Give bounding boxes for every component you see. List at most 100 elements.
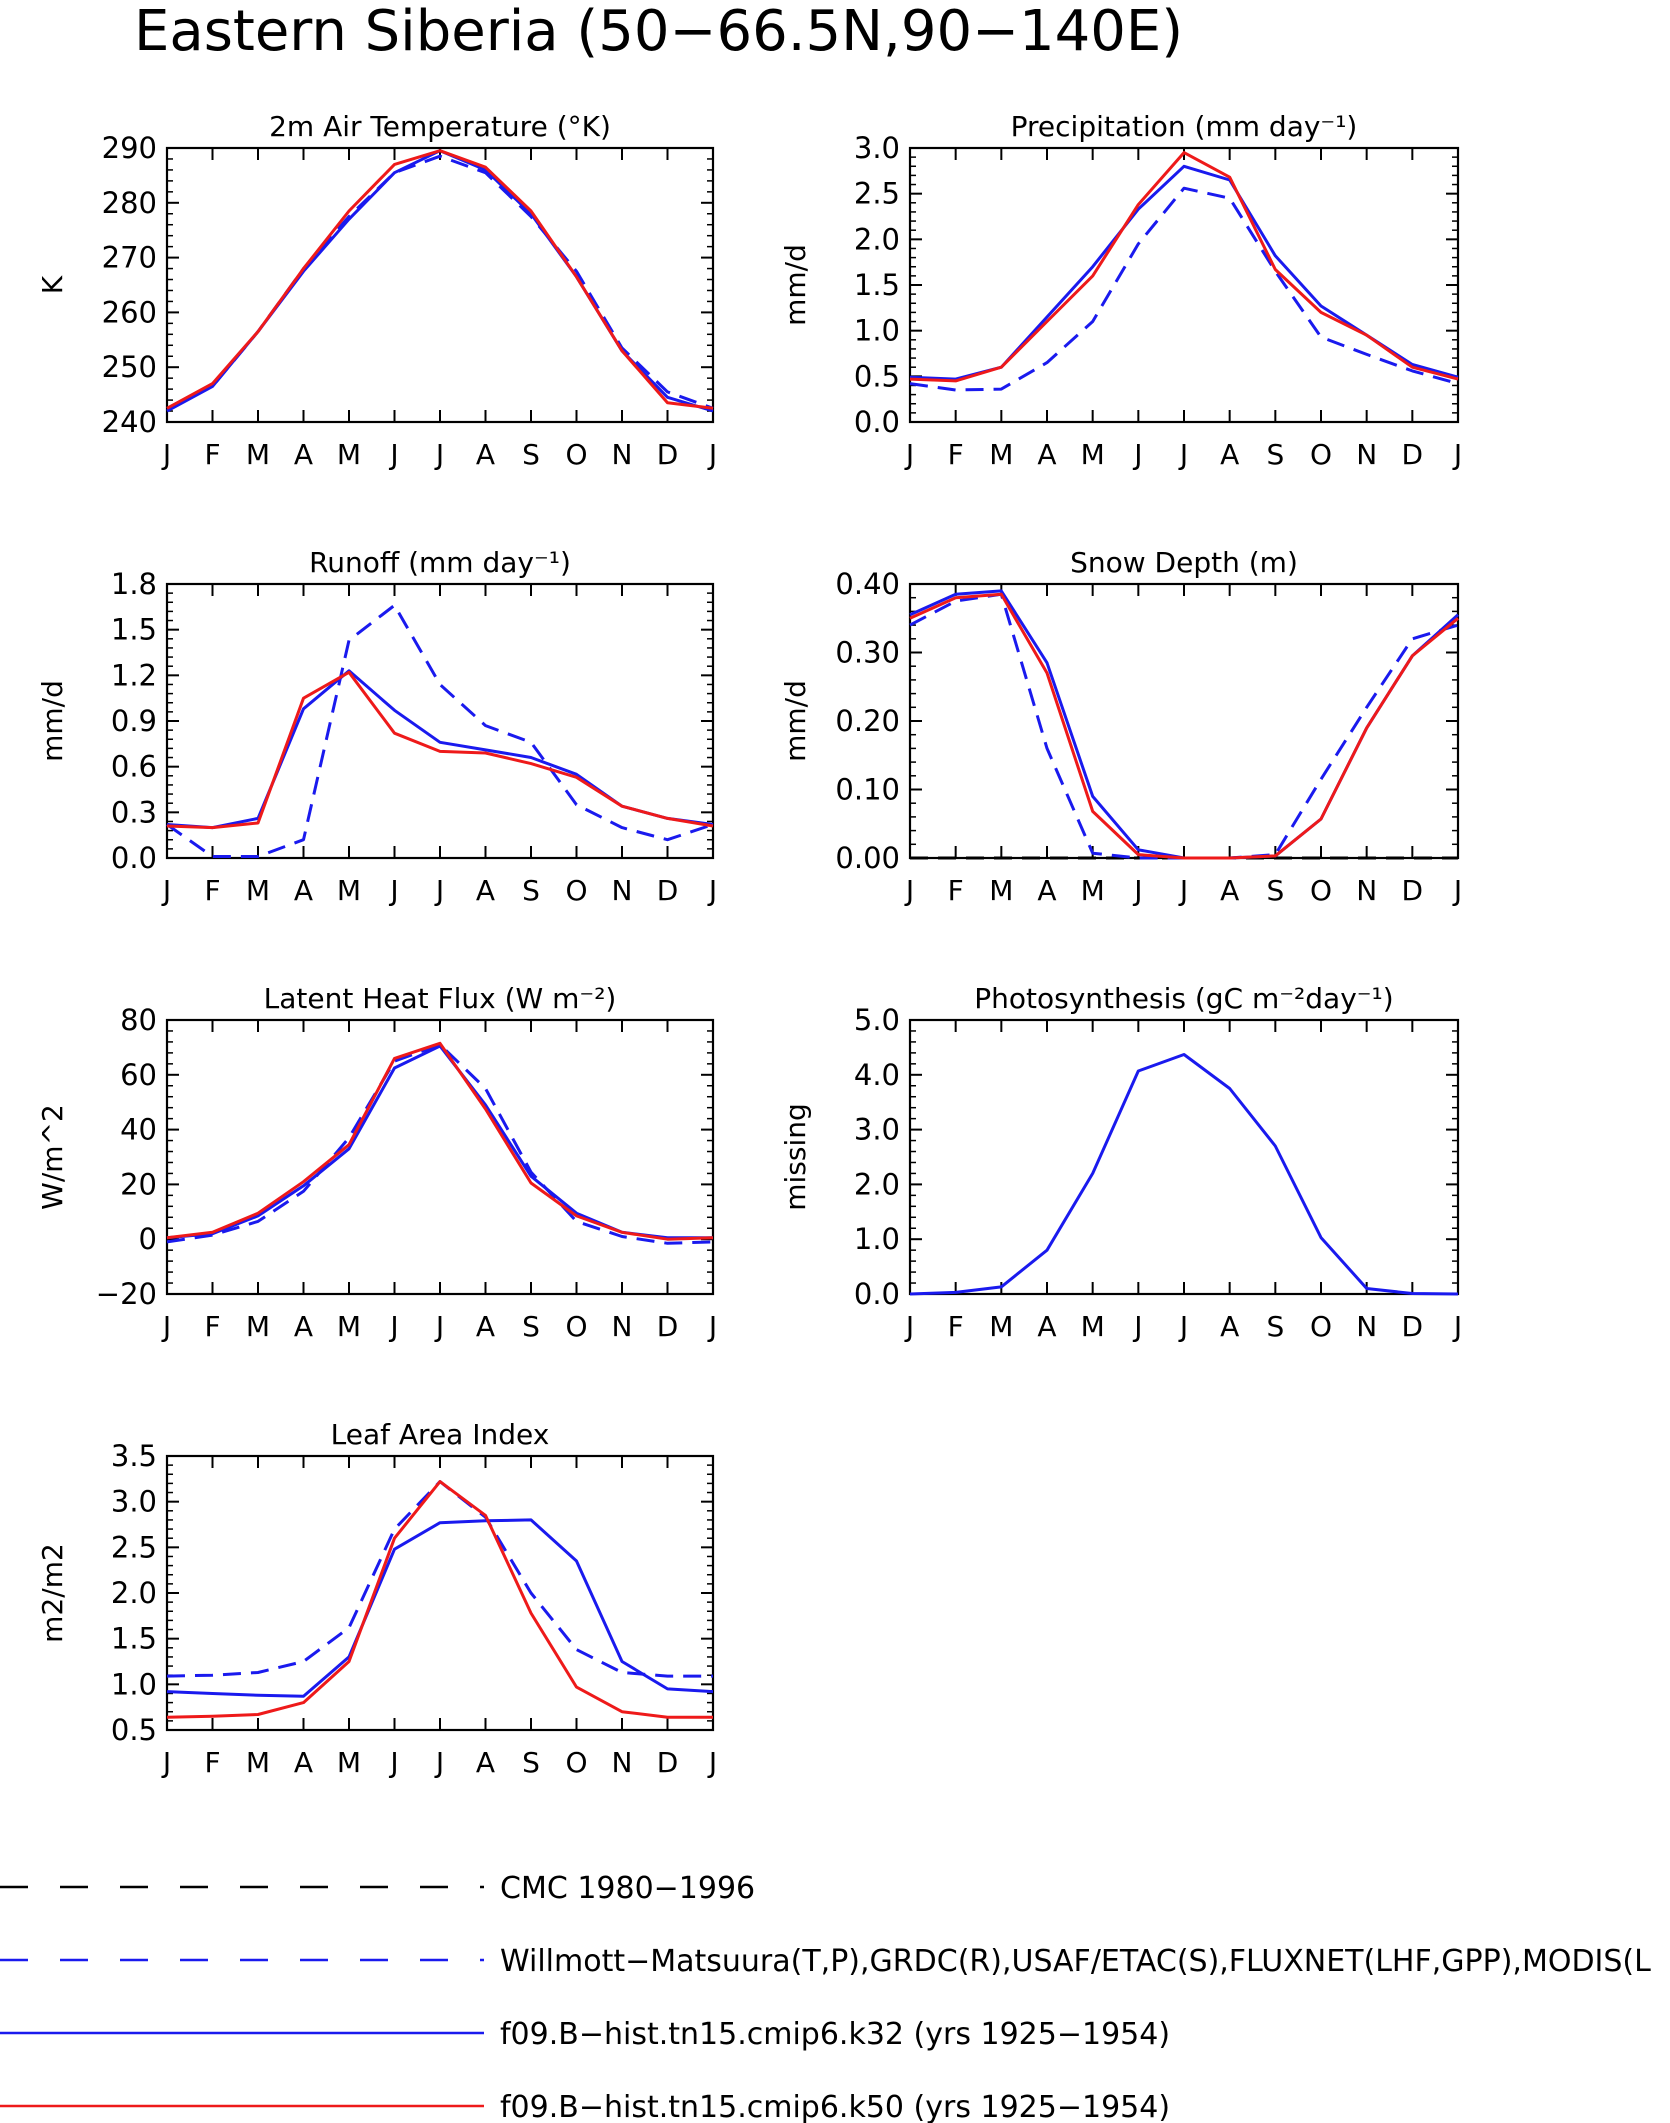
series-line-2 bbox=[166, 1518, 714, 1698]
x-tick-label: J bbox=[434, 1746, 444, 1779]
x-tick-label: J bbox=[707, 438, 717, 471]
series-line-2 bbox=[166, 1044, 713, 1240]
x-tick-label: F bbox=[204, 1310, 220, 1343]
x-tick-label: M bbox=[1081, 438, 1105, 471]
series-line-2 bbox=[909, 592, 1459, 860]
x-tick-label: A bbox=[294, 1746, 313, 1779]
x-tick-label: M bbox=[989, 438, 1013, 471]
x-tick-label: J bbox=[1178, 874, 1188, 907]
y-tick-label: 3.5 bbox=[111, 1439, 157, 1473]
x-tick-label: M bbox=[337, 874, 361, 907]
x-tick-label: S bbox=[1266, 1310, 1284, 1343]
y-tick-label: 0.5 bbox=[854, 359, 900, 393]
x-tick-label: N bbox=[612, 1310, 633, 1343]
x-tick-label: O bbox=[565, 438, 587, 471]
panel-title: 2m Air Temperature (°K) bbox=[269, 110, 611, 143]
x-tick-label: J bbox=[434, 1310, 444, 1343]
y-tick-label: 5.0 bbox=[854, 1003, 900, 1037]
x-tick-label: S bbox=[1266, 438, 1284, 471]
panel-4: Snow Depth (m) mm/d 0.00 0.10 0.20 0.30 0.40 J F… bbox=[779, 546, 1462, 907]
y-tick-label: 40 bbox=[120, 1113, 157, 1147]
series-line-3 bbox=[166, 1041, 714, 1241]
x-tick-label: J bbox=[904, 438, 914, 471]
x-tick-label: M bbox=[1081, 874, 1105, 907]
y-tick-label: 3.0 bbox=[111, 1485, 157, 1519]
y-axis-label: mm/d bbox=[779, 680, 812, 762]
panels: 2m Air Temperature (°K) K 240 250 260 270 280 2… bbox=[36, 110, 1462, 1779]
x-tick-label: J bbox=[1452, 438, 1462, 471]
x-tick-label: S bbox=[1266, 874, 1284, 907]
series-line-1 bbox=[909, 1053, 1459, 1296]
x-tick-label: A bbox=[1220, 438, 1239, 471]
x-tick-label: M bbox=[246, 1746, 270, 1779]
legend-label-3: f09.B−hist.tn15.cmip6.k32 (yrs 1925−1954… bbox=[500, 2017, 1170, 2052]
panel-7: Leaf Area Index m2/m2 0.5 1.0 1.5 2.0 2.5 3.0 3.… bbox=[36, 1418, 717, 1779]
y-tick-label: 1.0 bbox=[111, 1667, 157, 1701]
x-tick-label: M bbox=[1081, 1310, 1105, 1343]
y-tick-label: 2.0 bbox=[854, 222, 900, 256]
x-tick-label: J bbox=[161, 874, 171, 907]
y-tick-label: 0.9 bbox=[111, 704, 157, 738]
x-tick-label: M bbox=[246, 438, 270, 471]
y-tick-label: 0.20 bbox=[835, 704, 900, 738]
y-tick-label: 1.5 bbox=[111, 1622, 157, 1656]
y-tick-label: 3.0 bbox=[854, 1113, 900, 1147]
x-tick-label: D bbox=[1402, 874, 1424, 907]
x-tick-label: J bbox=[1132, 438, 1142, 471]
x-tick-label: D bbox=[1402, 438, 1424, 471]
x-tick-label: A bbox=[476, 1310, 495, 1343]
series-line-2 bbox=[166, 669, 714, 830]
y-axis-label: missing bbox=[779, 1103, 812, 1211]
series-line-1 bbox=[166, 1043, 714, 1245]
series-line-3 bbox=[166, 670, 714, 830]
plot-frame bbox=[165, 146, 715, 424]
x-tick-label: J bbox=[707, 874, 717, 907]
series-line-2 bbox=[166, 149, 714, 413]
x-tick-label: J bbox=[904, 874, 914, 907]
y-tick-label: 0.0 bbox=[111, 841, 157, 875]
panel-title: Precipitation (mm day⁻¹) bbox=[1011, 110, 1358, 143]
x-tick-label: S bbox=[522, 438, 540, 471]
y-axis-label: W/m^2 bbox=[36, 1104, 69, 1210]
plot-frame bbox=[165, 1454, 715, 1732]
legend: CMC 1980−1996 Willmott−Matsuura(T,P),GRDC… bbox=[0, 1871, 1651, 2123]
x-tick-label: F bbox=[948, 1310, 964, 1343]
x-tick-label: J bbox=[904, 1310, 914, 1343]
x-tick-label: A bbox=[476, 874, 495, 907]
x-tick-label: N bbox=[1356, 1310, 1377, 1343]
y-tick-label: 0.5 bbox=[111, 1713, 157, 1747]
y-tick-label: 1.2 bbox=[111, 658, 157, 692]
plot-frame bbox=[165, 582, 715, 860]
x-tick-label: S bbox=[522, 1310, 540, 1343]
x-tick-label: D bbox=[657, 438, 679, 471]
x-tick-label: D bbox=[657, 1746, 679, 1779]
x-tick-label: M bbox=[337, 1310, 361, 1343]
x-tick-label: A bbox=[1220, 1310, 1239, 1343]
panel-title: Leaf Area Index bbox=[331, 1418, 550, 1451]
x-tick-label: J bbox=[707, 1746, 717, 1779]
plot-frame bbox=[165, 1018, 715, 1296]
x-tick-label: J bbox=[434, 438, 444, 471]
x-tick-label: M bbox=[989, 1310, 1013, 1343]
x-tick-label: M bbox=[337, 438, 361, 471]
y-tick-label: 1.5 bbox=[111, 613, 157, 647]
series-line-3 bbox=[166, 149, 714, 410]
x-tick-label: O bbox=[1310, 1310, 1332, 1343]
x-tick-label: F bbox=[204, 438, 220, 471]
x-tick-label: J bbox=[161, 1746, 171, 1779]
x-tick-label: N bbox=[612, 438, 633, 471]
series-line-2 bbox=[909, 164, 1459, 381]
x-tick-label: A bbox=[1037, 438, 1056, 471]
x-tick-label: F bbox=[948, 874, 964, 907]
y-tick-label: 0.6 bbox=[111, 750, 157, 784]
x-tick-label: A bbox=[476, 438, 495, 471]
series-line-3 bbox=[909, 589, 1460, 860]
x-tick-label: A bbox=[294, 438, 313, 471]
y-tick-label: 0.3 bbox=[111, 795, 157, 829]
y-tick-label: 1.5 bbox=[854, 268, 900, 302]
x-tick-label: O bbox=[565, 1310, 587, 1343]
x-tick-label: J bbox=[388, 1310, 398, 1343]
x-tick-label: J bbox=[1178, 1310, 1188, 1343]
x-tick-label: F bbox=[948, 438, 964, 471]
